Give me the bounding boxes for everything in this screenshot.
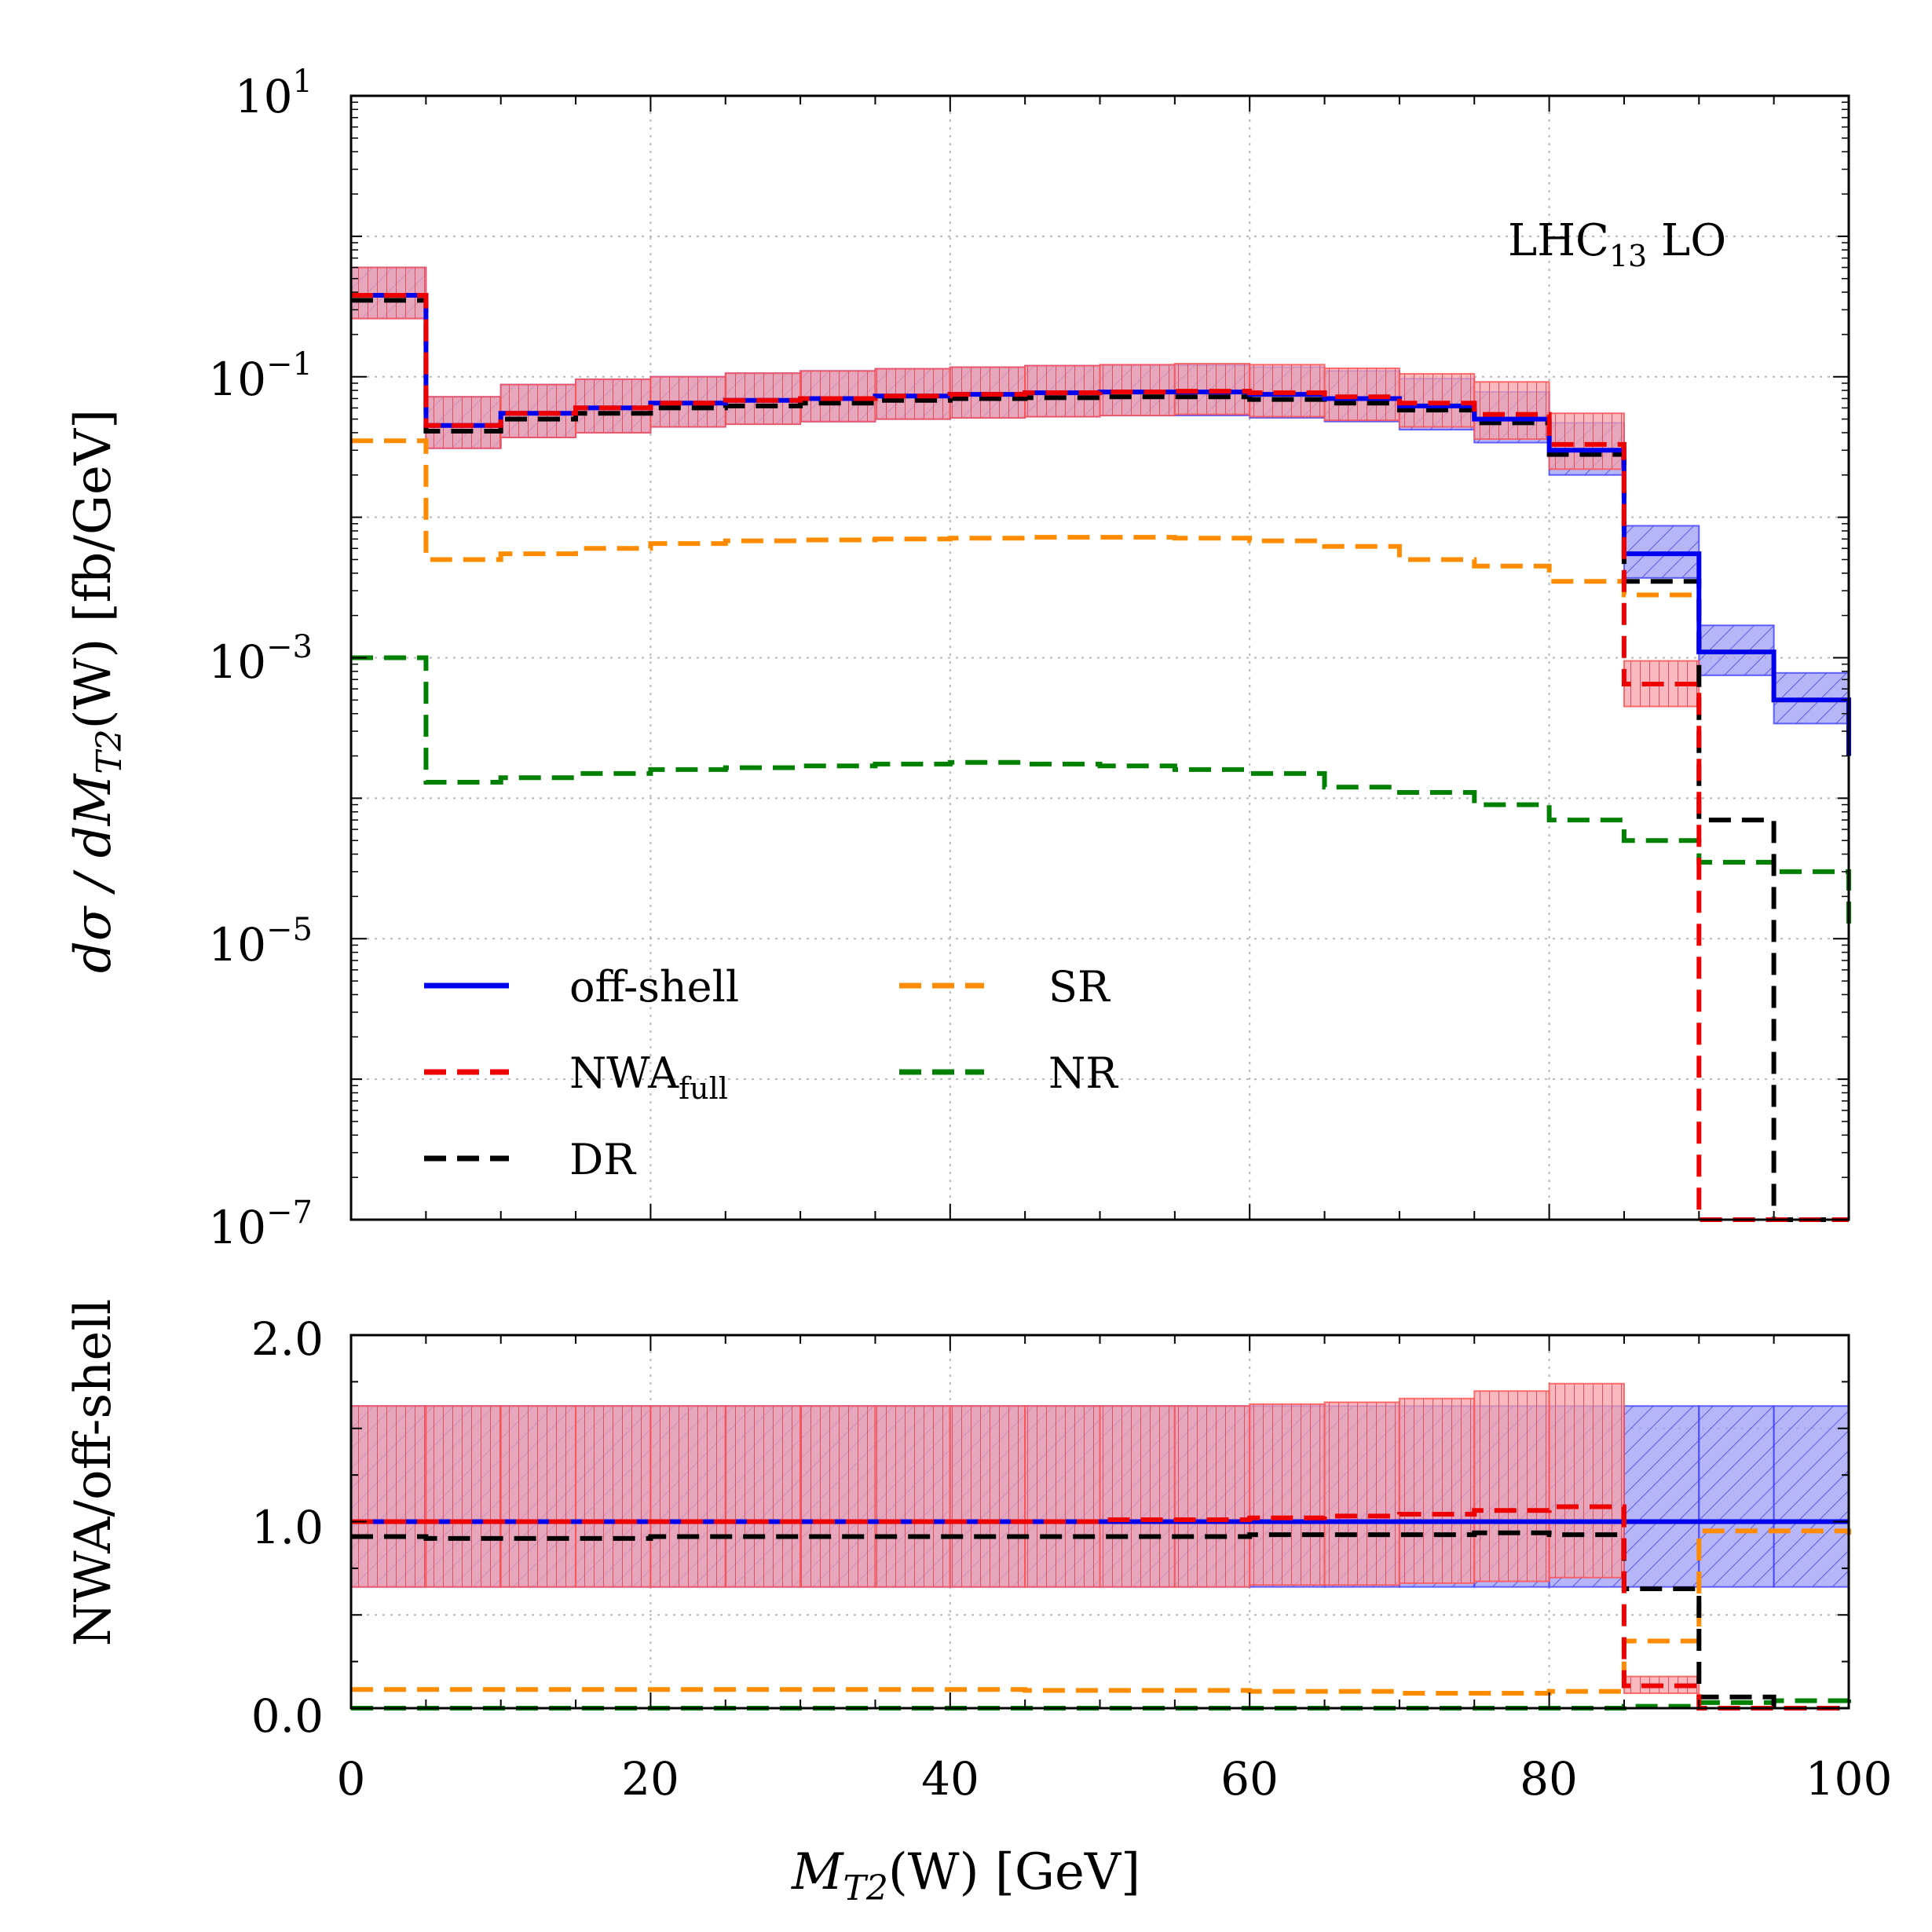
- main-y-tick-labels: 101 10−1 10−3 10−5 10−7: [208, 64, 313, 1254]
- legend-entry-nwa-full: NWAfull: [424, 1048, 728, 1106]
- ratio-plot-frame: [349, 1334, 1850, 1710]
- band-bin-nwa-full: [1024, 1405, 1101, 1588]
- band-bin-nwa-full: [874, 1405, 951, 1588]
- legend: off-shell NWAfull DR SR NR: [424, 962, 1118, 1184]
- y-tick-label: 10−7: [208, 1195, 313, 1254]
- main-y-axis-title: dσ / dMT2(W) [fb/GeV]: [64, 409, 130, 973]
- series-line-nwa-full: [351, 293, 1849, 1222]
- y-tick-label: 10−1: [208, 346, 313, 406]
- x-tick-label: 20: [621, 1752, 679, 1806]
- main-panel: 101 10−1 10−3 10−5 10−7 dσ / dMT2(W) [fb…: [64, 64, 1851, 1254]
- main-series-lines: [351, 293, 1851, 1222]
- band-bin-off-shell: [1698, 1405, 1775, 1588]
- y-tick-label: 1.0: [251, 1501, 324, 1554]
- x-tick-label: 80: [1520, 1752, 1578, 1806]
- y-tick-label: 101: [235, 64, 313, 123]
- x-tick-label: 60: [1220, 1752, 1279, 1806]
- series-line-sr: [351, 1528, 1851, 1696]
- band-bin-nwa-full: [800, 1405, 876, 1588]
- band-bin-nwa-full: [499, 1405, 577, 1588]
- series-line-nwa-full: [351, 1504, 1849, 1711]
- legend-label: NR: [1048, 1048, 1118, 1098]
- ratio-uncertainty-bands: [350, 1382, 1850, 1694]
- band-bin-nwa-full: [350, 1405, 427, 1588]
- ratio-y-tick-labels: 0.0 1.0 2.0: [251, 1312, 324, 1743]
- series-line-dr: [351, 1530, 1849, 1711]
- band-bin-off-shell: [1773, 1405, 1850, 1588]
- legend-entry-nr: NR: [899, 1048, 1118, 1098]
- legend-entry-sr: SR: [899, 962, 1111, 1012]
- ratio-y-axis-title: NWA/off-shell: [64, 1299, 123, 1647]
- band-bin-nwa-full: [1099, 1405, 1176, 1588]
- legend-label: DR: [569, 1135, 636, 1184]
- y-tick-label: 10−3: [208, 629, 313, 689]
- band-bin-nwa-full: [1249, 1403, 1326, 1586]
- x-tick-label: 0: [337, 1752, 366, 1806]
- legend-entry-off-shell: off-shell: [424, 962, 739, 1012]
- band-bin-nwa-full: [1398, 372, 1476, 428]
- band-bin-off-shell: [1623, 1405, 1700, 1588]
- main-plot-frame: [349, 94, 1850, 1221]
- band-bin-nwa-full: [1323, 367, 1400, 422]
- x-axis-title: MT2(W) [GeV]: [791, 1843, 1140, 1908]
- band-bin-nwa-full: [949, 1405, 1026, 1588]
- band-bin-nwa-full: [425, 396, 502, 449]
- main-grid: [351, 96, 1849, 1220]
- band-bin-nwa-full: [1473, 381, 1550, 441]
- band-bin-nwa-full: [1173, 1405, 1251, 1588]
- band-bin-nwa-full: [575, 1405, 652, 1588]
- series-line-nr: [351, 655, 1851, 928]
- legend-label: NWAfull: [569, 1048, 728, 1106]
- band-bin-nwa-full: [1398, 1397, 1476, 1584]
- x-tick-label: 40: [921, 1752, 979, 1806]
- y-tick-label: 2.0: [251, 1312, 324, 1366]
- y-tick-label: 0.0: [251, 1689, 324, 1743]
- series-line-dr: [351, 298, 1849, 1222]
- plot-annotation: LHC13 LO: [1508, 215, 1726, 273]
- ratio-panel: 0.0 1.0 2.0 0 20 40 60 80 100 NWA/off-sh…: [64, 1299, 1892, 1908]
- y-tick-label: 10−5: [208, 912, 313, 971]
- band-bin-nwa-full: [425, 1405, 502, 1588]
- band-bin-nwa-full: [1323, 1401, 1400, 1586]
- legend-label: SR: [1048, 962, 1111, 1012]
- legend-entry-dr: DR: [424, 1135, 636, 1184]
- band-bin-nwa-full: [1548, 412, 1625, 470]
- band-bin-nwa-full: [724, 1405, 802, 1588]
- legend-label: off-shell: [569, 962, 739, 1012]
- band-bin-nwa-full: [1473, 1390, 1550, 1583]
- x-tick-label: 100: [1806, 1752, 1893, 1806]
- band-bin-nwa-full: [649, 1405, 726, 1588]
- band-bin-nwa-full: [1548, 1382, 1625, 1579]
- x-tick-labels: 0 20 40 60 80 100: [337, 1752, 1893, 1806]
